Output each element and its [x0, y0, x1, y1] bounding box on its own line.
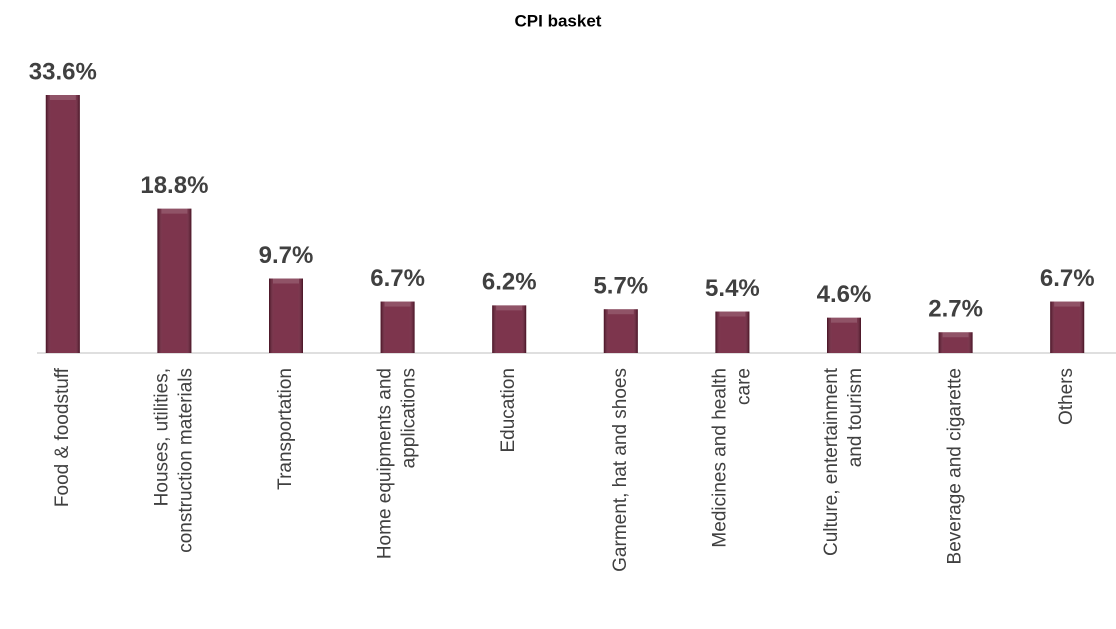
value-label: 6.7% [1040, 265, 1095, 292]
bar-bevel-top [942, 332, 969, 338]
bar-bevel [938, 332, 973, 353]
bar-bevel-top [273, 278, 299, 284]
x-tick-label-line: Home equipments and [375, 368, 396, 559]
bar-bevel-top [607, 309, 634, 315]
value-label: 2.7% [928, 296, 983, 323]
value-label: 18.8% [140, 172, 208, 199]
x-tick-label-line: Food & foodstuff [52, 367, 73, 507]
value-label: 6.7% [370, 265, 425, 292]
bar-bevel [492, 305, 527, 353]
bar-bevel-top [384, 301, 411, 307]
x-tick-label-line: Medicines and health [709, 368, 730, 548]
bar-bevel-top [831, 317, 857, 323]
bar-bevel [827, 317, 861, 353]
x-tick-label: Others [1056, 368, 1077, 425]
x-tick-label-line: Garment, hat and shoes [610, 368, 631, 572]
value-label: 9.7% [259, 242, 314, 269]
bar-bevel [715, 311, 750, 353]
x-tick-label: Culture, entertainment and tourism [821, 367, 866, 556]
bar-bevel-top [719, 311, 746, 317]
bar-bevel [380, 301, 415, 353]
value-label: 6.2% [482, 269, 537, 296]
bar-bevel [157, 208, 192, 353]
x-tick-label: Education [498, 368, 519, 453]
x-tick-label: Houses, utilities, construction materials [151, 368, 196, 553]
x-tick-label-line: Others [1056, 368, 1077, 425]
x-tick-label: Home equipments and applications [375, 368, 420, 559]
value-label: 5.4% [705, 275, 760, 302]
x-tick-label: Beverage and cigarette [945, 368, 966, 564]
bar-bevel-top [1054, 301, 1081, 307]
bar-bevel [269, 278, 303, 353]
x-tick-label: Garment, hat and shoes [610, 368, 631, 572]
bar-bevel [45, 95, 80, 353]
x-tick-label: Food & foodstuff [52, 367, 73, 507]
x-tick-label-line: Culture, entertainment [821, 367, 842, 556]
bar-bevel-top [496, 305, 523, 311]
value-label: 33.6% [29, 58, 97, 85]
x-tick-label-line: care [733, 368, 754, 405]
x-tick-label-line: Beverage and cigarette [945, 368, 966, 564]
value-label: 4.6% [817, 281, 872, 308]
chart-title: CPI basket [515, 11, 602, 30]
value-label: 5.7% [593, 273, 648, 300]
x-tick-label: Transportation [275, 368, 296, 490]
x-tick-label-line: applications [399, 368, 420, 468]
bar-bevel-top [49, 95, 76, 100]
x-tick-label: Medicines and health care [709, 368, 754, 548]
x-tick-label-line: Education [498, 368, 519, 453]
bar-bevel-top [161, 208, 188, 214]
x-tick-label-line: construction materials [175, 368, 196, 553]
x-tick-label-line: Houses, utilities, [151, 368, 172, 506]
x-tick-label-line: Transportation [275, 368, 296, 490]
bar-bevel [1050, 301, 1085, 353]
x-tick-label-line: and tourism [845, 368, 866, 467]
bar-bevel [603, 309, 638, 353]
